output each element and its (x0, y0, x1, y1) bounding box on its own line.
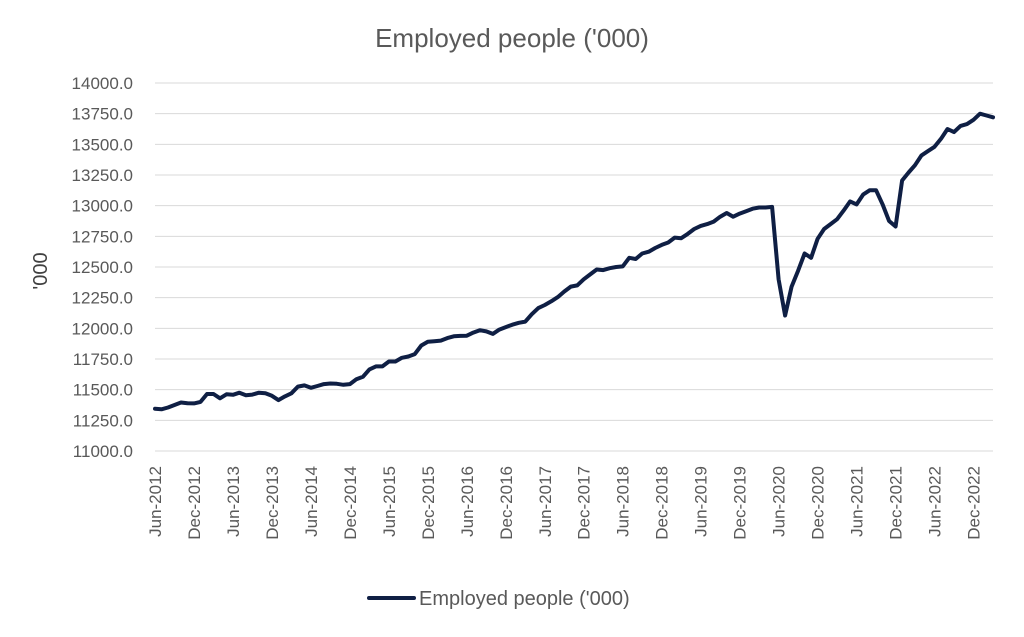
x-tick-label: Dec-2015 (419, 466, 438, 540)
x-tick-label: Jun-2013 (224, 466, 243, 537)
grid-lines (155, 82, 993, 452)
x-tick-label: Jun-2019 (692, 466, 711, 537)
y-axis-ticks: 11000.0 11250.0 11500.0 11750.0 12000.0 12250… (72, 74, 133, 461)
x-tick-label: Dec-2013 (263, 466, 282, 540)
x-tick-label: Dec-2021 (887, 466, 906, 540)
y-tick-label: 13750.0 (72, 105, 133, 124)
x-axis-ticks: Jun-2012 Dec-2012 Jun-2013 Dec-2013 Jun-2014… (146, 466, 984, 540)
x-tick-label: Jun-2021 (848, 466, 867, 537)
y-tick-label: 12000.0 (72, 319, 133, 338)
x-tick-label: Dec-2017 (575, 466, 594, 540)
x-tick-label: Dec-2014 (341, 466, 360, 540)
x-tick-label: Jun-2012 (146, 466, 165, 537)
x-tick-label: Jun-2020 (770, 466, 789, 537)
y-tick-label: 13000.0 (72, 197, 133, 216)
y-tick-label: 11750.0 (73, 350, 133, 369)
y-axis-title: '000 (30, 252, 52, 289)
x-tick-label: Jun-2016 (458, 466, 477, 537)
x-tick-label: Jun-2018 (614, 466, 633, 537)
x-tick-label: Dec-2012 (185, 466, 204, 540)
x-tick-label: Dec-2019 (731, 466, 750, 540)
x-tick-label: Dec-2018 (653, 466, 672, 540)
y-tick-label: 12750.0 (72, 227, 133, 246)
y-tick-label: 11250.0 (73, 411, 133, 430)
y-tick-label: 12250.0 (72, 289, 133, 308)
legend: Employed people ('000) (367, 588, 630, 610)
y-tick-label: 12500.0 (72, 258, 133, 277)
y-tick-label: 13250.0 (72, 166, 133, 185)
x-tick-label: Jun-2015 (380, 466, 399, 537)
x-tick-label: Dec-2022 (965, 466, 984, 540)
y-tick-label: 11500.0 (73, 381, 133, 400)
x-tick-label: Dec-2020 (809, 466, 828, 540)
x-tick-label: Jun-2022 (926, 466, 945, 537)
series-layer (153, 111, 995, 412)
y-tick-label: 14000.0 (72, 74, 133, 93)
x-tick-label: Jun-2017 (536, 466, 555, 537)
legend-label: Employed people ('000) (419, 588, 630, 610)
x-tick-label: Dec-2016 (497, 466, 516, 540)
chart-title: Employed people ('000) (375, 23, 649, 53)
x-tick-label: Jun-2014 (302, 466, 321, 537)
series-line (153, 111, 995, 412)
y-tick-label: 13500.0 (72, 135, 133, 154)
y-tick-label: 11000.0 (73, 442, 133, 461)
